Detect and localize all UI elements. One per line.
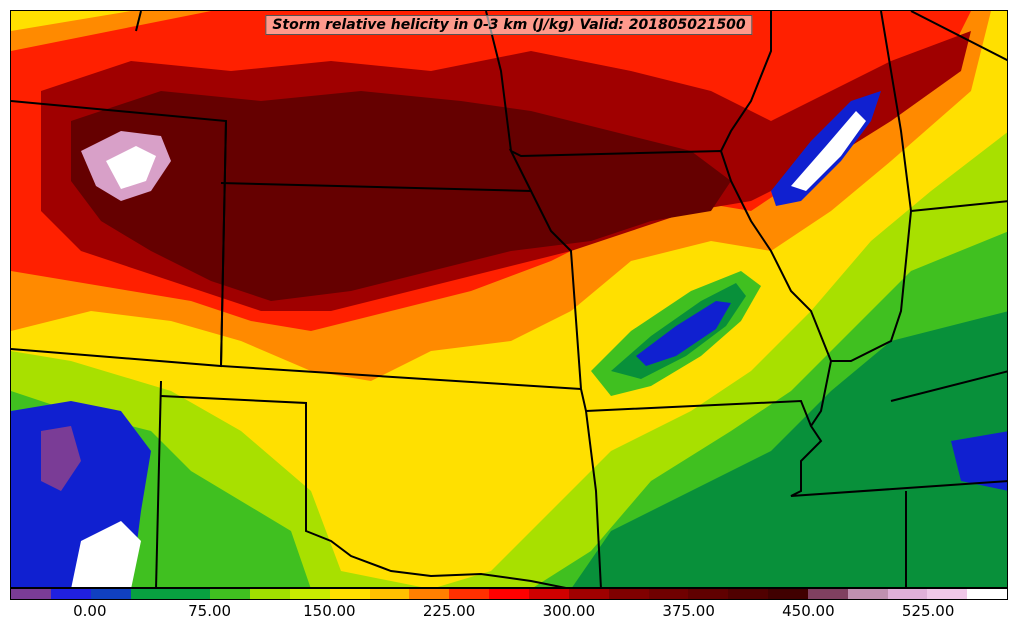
colorbar-segment — [648, 589, 689, 599]
colorbar-segment — [568, 589, 609, 599]
colorbar — [10, 588, 1008, 600]
field-mo-blue — [636, 301, 731, 366]
field-sw-white — [71, 521, 141, 587]
field-wy-white — [106, 146, 156, 189]
colorbar-segment — [887, 589, 928, 599]
colorbar-segment — [847, 589, 888, 599]
colorbar-segment — [11, 589, 51, 599]
field-maroon — [71, 91, 731, 301]
colorbar-segment — [170, 589, 211, 599]
colorbar-tick-label: 300.00 — [542, 602, 596, 620]
field-sw-purple — [41, 426, 81, 491]
colorbar-segment — [967, 589, 1008, 599]
helicity-field — [11, 11, 1007, 587]
map-area: Storm relative helicity in 0-3 km (J/kg)… — [10, 10, 1008, 588]
colorbar-segment — [289, 589, 330, 599]
colorbar-segment — [927, 589, 968, 599]
colorbar-segment — [210, 589, 251, 599]
colorbar-segment — [409, 589, 450, 599]
colorbar-tick-label: 450.00 — [782, 602, 835, 620]
colorbar-segment — [329, 589, 370, 599]
colorbar-tick-label: 375.00 — [662, 602, 715, 620]
colorbar-tick-label: 225.00 — [422, 602, 476, 620]
map-title: Storm relative helicity in 0-3 km (J/kg)… — [265, 15, 753, 35]
colorbar-segment — [807, 589, 848, 599]
state-borders — [11, 11, 1007, 587]
colorbar-tick-label: 525.00 — [901, 602, 955, 620]
colorbar-segment — [449, 589, 490, 599]
colorbar-segment — [528, 589, 569, 599]
colorbar-segment — [250, 589, 290, 599]
colorbar-segment — [130, 589, 171, 599]
colorbar-segment — [50, 589, 91, 599]
field-se-blue — [951, 431, 1007, 491]
colorbar-tick-label: 0.00 — [73, 602, 107, 620]
colorbar-segment — [369, 589, 410, 599]
colorbar-ticks: 0.00 75.00 150.00 225.00 300.00 375.00 450.00 5… — [10, 602, 1008, 626]
colorbar-segment — [489, 589, 529, 599]
field-il-white — [791, 111, 866, 191]
colorbar-segment — [688, 589, 729, 599]
colorbar-segment — [90, 589, 131, 599]
colorbar-segment — [608, 589, 649, 599]
colorbar-tick-label: 75.00 — [188, 602, 232, 620]
colorbar-segment — [728, 589, 769, 599]
colorbar-segment — [768, 589, 808, 599]
colorbar-tick-label: 150.00 — [303, 602, 356, 620]
